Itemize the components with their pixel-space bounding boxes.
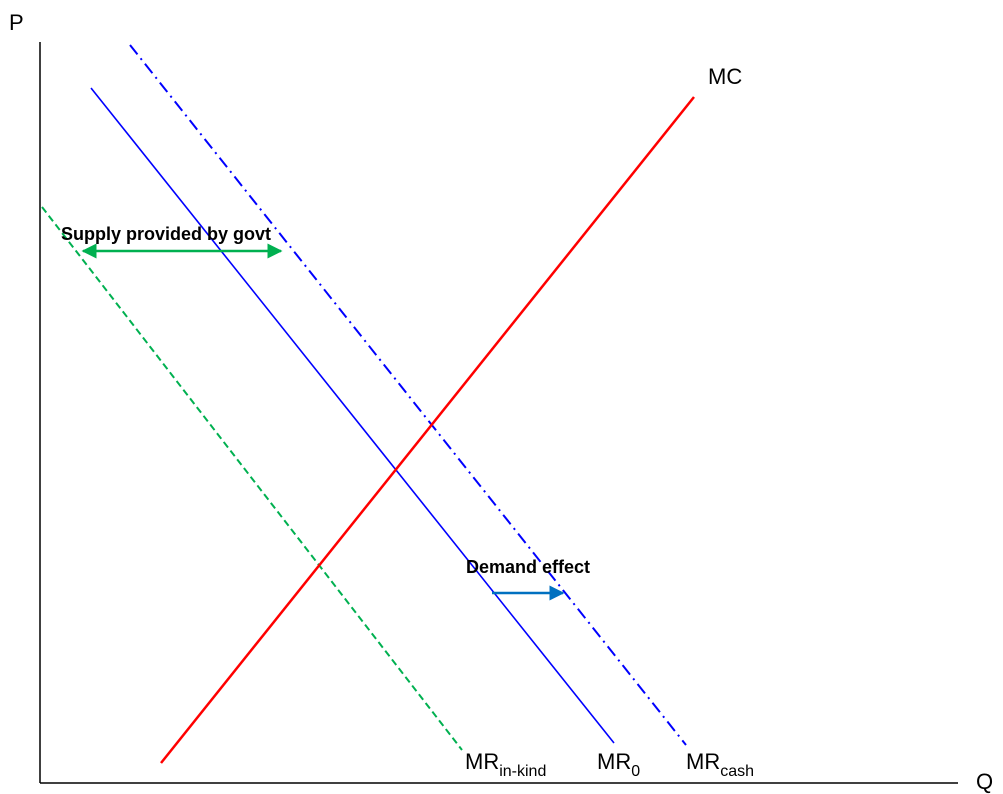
mc-label: MC	[708, 64, 742, 89]
mr0-label: MR0	[597, 749, 640, 780]
demand-annotation: Demand effect	[466, 557, 590, 577]
y-axis-label: P	[9, 10, 24, 35]
mr-in-kind-curve	[41, 206, 463, 751]
mr-cash-curve	[129, 44, 687, 746]
mr0-curve	[90, 87, 615, 744]
x-axis-label: Q	[976, 769, 993, 794]
mr-cash-label: MRcash	[686, 749, 754, 780]
mc-curve	[160, 96, 695, 764]
mr-in-kind-label: MRin-kind	[465, 749, 546, 780]
supply-annotation: Supply provided by govt	[61, 224, 271, 244]
